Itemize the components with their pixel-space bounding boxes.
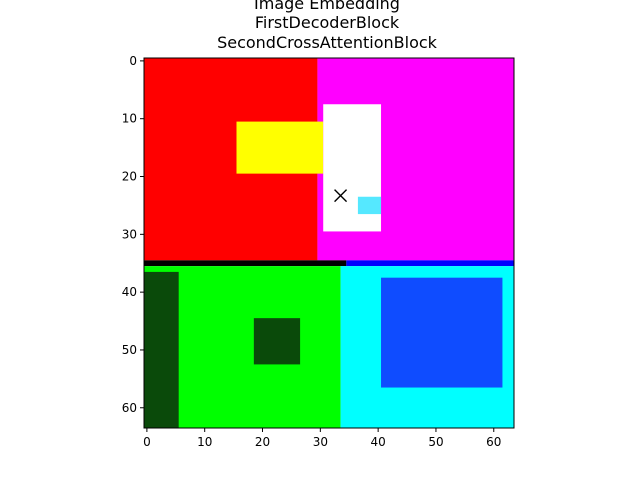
heatmap-region-dark-blob-center xyxy=(253,318,301,365)
y-tick-label: 20 xyxy=(122,170,137,184)
title-line-2: FirstDecoderBlock xyxy=(255,13,400,32)
x-tick-label: 10 xyxy=(197,435,212,449)
y-tick-label: 10 xyxy=(122,112,137,126)
y-tick-label: 50 xyxy=(122,343,137,357)
y-tick-label: 30 xyxy=(122,227,137,241)
heatmap-region-dark-left-edge xyxy=(144,271,179,428)
y-tick-label: 40 xyxy=(122,285,137,299)
x-tick-label: 50 xyxy=(428,435,443,449)
x-axis: 0 10 20 30 40 50 60 xyxy=(143,428,501,449)
heatmap-region-yellow-object xyxy=(236,121,324,174)
y-tick-label: 60 xyxy=(122,401,137,415)
y-tick-label: 0 xyxy=(129,54,137,68)
x-tick-label: 40 xyxy=(371,435,386,449)
heatmap-region-cyan-patch xyxy=(357,196,382,215)
heatmap-image xyxy=(144,58,514,428)
heatmap-region-blue-blob-right xyxy=(381,277,503,388)
y-axis: 0 10 20 30 40 50 60 xyxy=(122,54,144,415)
chart-title: Image Embedding FirstDecoderBlock Second… xyxy=(217,0,438,52)
heatmap-region-blue-divider-right xyxy=(346,260,514,267)
title-line-3: SecondCrossAttentionBlock xyxy=(217,33,438,52)
title-line-1: Image Embedding xyxy=(254,0,400,13)
axes-frame xyxy=(143,57,515,429)
marker-layer xyxy=(334,189,348,203)
x-tick-label: 60 xyxy=(486,435,501,449)
heatmap-region-black-divider-left xyxy=(144,260,347,267)
x-tick-label: 20 xyxy=(255,435,270,449)
x-marker xyxy=(334,189,348,203)
x-tick-label: 0 xyxy=(143,435,151,449)
x-tick-label: 30 xyxy=(313,435,328,449)
